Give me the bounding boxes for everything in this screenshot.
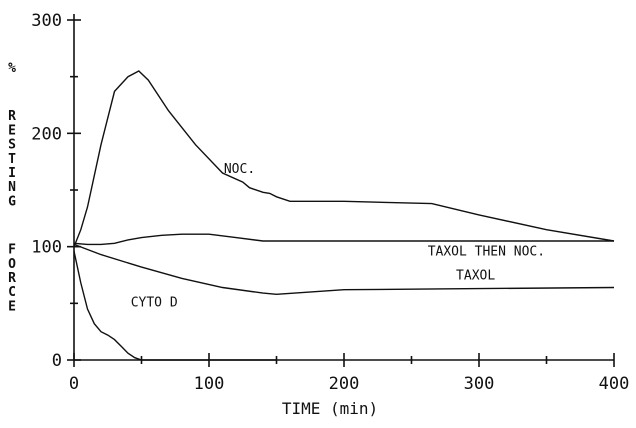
- x-tick-label: 300: [464, 374, 495, 394]
- series-label-cyto-d: CYTO D: [131, 296, 178, 311]
- y-axis-title-letter: %: [8, 61, 16, 76]
- series-line-taxol: [73, 243, 615, 296]
- series-labels: NOC. TAXOL THEN NOC. TAXOL CYTO D: [131, 162, 545, 311]
- x-tick-labels: 0 100 200 300 400: [69, 374, 629, 394]
- series-line-cyto-d: [73, 251, 277, 361]
- y-axis-title-letter: I: [8, 166, 16, 181]
- x-tick-label: 400: [599, 374, 630, 394]
- y-axis-title-letter: O: [8, 257, 16, 272]
- series-label-taxol: TAXOL: [456, 269, 495, 284]
- y-axis-title-letter: E: [8, 299, 16, 314]
- y-tick-label: 200: [31, 124, 62, 144]
- y-axis-title-letter: E: [8, 123, 16, 138]
- x-tick-label: 100: [194, 374, 225, 394]
- series-label-taxol-then-noc: TAXOL THEN NOC.: [428, 245, 545, 260]
- y-axis-title-letter: N: [8, 180, 16, 195]
- x-tick-label: 200: [329, 374, 360, 394]
- y-axis-title-letter: C: [8, 285, 16, 300]
- y-axis-title-letter: G: [8, 194, 16, 209]
- series-line-noc: [73, 70, 615, 247]
- x-axis-title: TIME (min): [282, 399, 378, 418]
- y-axis-title-letter: R: [8, 271, 16, 286]
- y-tick-label: 300: [31, 11, 62, 31]
- y-tick-label: 0: [52, 351, 62, 371]
- y-axis-title-letter: T: [8, 152, 16, 167]
- y-axis-title-letter: F: [8, 243, 16, 258]
- x-tick-label: 0: [69, 374, 79, 394]
- series-group: [73, 70, 615, 361]
- y-axis-title-letter: R: [8, 109, 16, 124]
- series-line-taxol-then-noc: [73, 233, 614, 246]
- series-label-noc: NOC.: [224, 162, 255, 177]
- y-axis-title-letter: S: [8, 138, 16, 153]
- y-tick-labels: 0 100 200 300: [31, 11, 62, 371]
- y-tick-label: 100: [31, 238, 62, 258]
- axes: [67, 14, 615, 367]
